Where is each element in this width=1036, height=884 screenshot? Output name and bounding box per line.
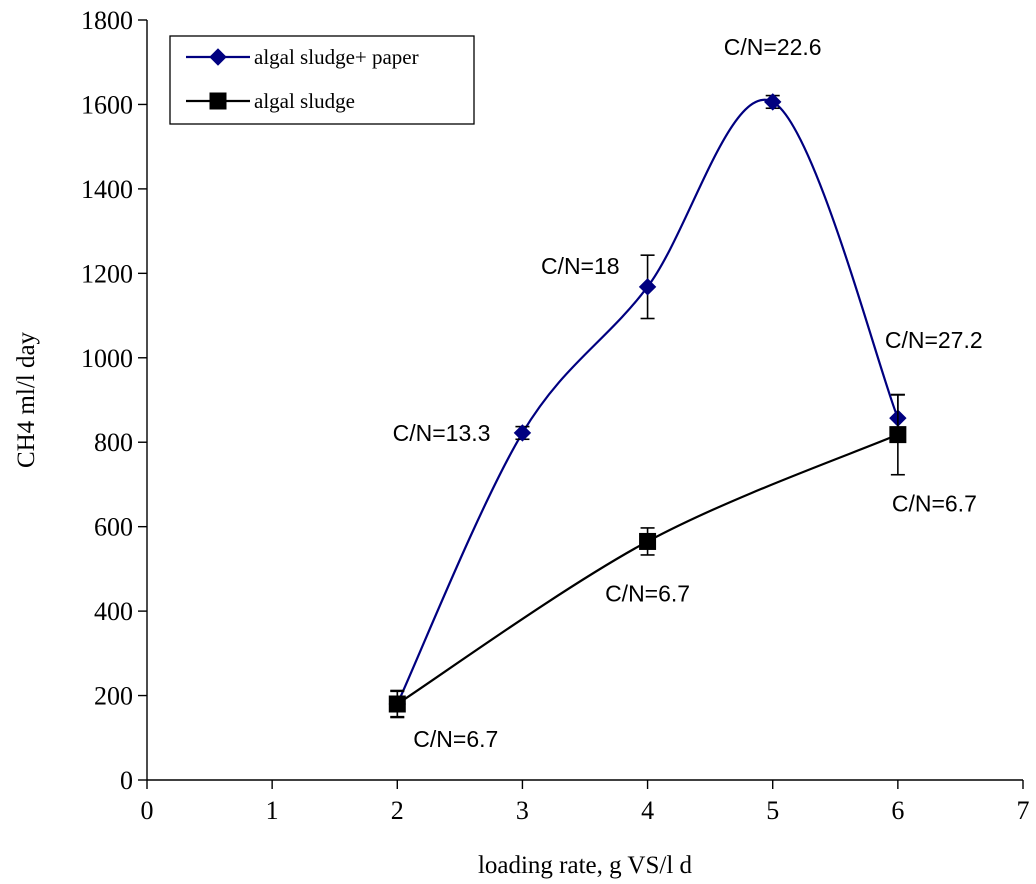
data-point [764, 93, 782, 111]
data-point [513, 424, 532, 442]
annotation-layer: C/N=6.7 C/N=13.3 C/N=18 C/N=22.6 C/N=27.2 C/N… [393, 34, 983, 752]
series-line [396, 98, 899, 705]
x-tick-label: 4 [641, 796, 654, 825]
x-axis-title: loading rate, g VS/l d [478, 852, 693, 879]
y-tick-label: 1000 [81, 344, 133, 373]
y-axis-title: CH4 ml/l day [13, 331, 40, 468]
legend-marker [209, 48, 227, 66]
y-tick-label: 1600 [81, 90, 133, 119]
data-point [639, 532, 657, 550]
data-point [889, 426, 907, 444]
series-1-points [388, 393, 907, 719]
x-tick-label: 5 [766, 796, 779, 825]
legend-label: algal sludge [254, 89, 355, 113]
x-tick-label: 0 [141, 796, 154, 825]
annotation-label: C/N=6.7 [413, 726, 498, 752]
x-tick-label: 3 [516, 796, 529, 825]
series-line [396, 433, 899, 705]
series-layer [388, 93, 907, 719]
y-tick-label: 400 [94, 597, 133, 626]
y-tick-label: 1200 [81, 259, 133, 288]
annotation-label: C/N=13.3 [393, 420, 491, 446]
y-tick-label: 600 [94, 513, 133, 542]
x-tick-label: 2 [391, 796, 404, 825]
y-tick-label: 0 [120, 766, 133, 795]
annotation-label: C/N=6.7 [605, 580, 690, 606]
series-1 [396, 433, 899, 705]
annotation-label: C/N=27.2 [885, 327, 983, 353]
y-tick-label: 1800 [81, 6, 133, 35]
series-0 [396, 98, 899, 705]
data-point [388, 695, 406, 713]
x-tick-label: 1 [266, 796, 279, 825]
data-point [638, 278, 657, 296]
x-tick-label: 7 [1017, 796, 1030, 825]
y-tick-label: 1400 [81, 175, 133, 204]
legend-layer: algal sludge+ paper algal sludge [169, 35, 475, 125]
annotation-label: C/N=6.7 [892, 491, 977, 517]
x-tick-label: 6 [891, 796, 904, 825]
annotation-label: C/N=22.6 [724, 34, 822, 60]
axes-layer: 0 200 400 600 800 1000 1200 1400 1600 1800 0 1 2 3 4 5 6… [81, 6, 1030, 825]
y-tick-label: 800 [94, 428, 133, 457]
legend-label: algal sludge+ paper [254, 45, 419, 69]
legend-marker [209, 92, 227, 110]
y-tick-label: 200 [94, 682, 133, 711]
annotation-label: C/N=18 [541, 253, 620, 279]
series-0-points [388, 93, 907, 718]
